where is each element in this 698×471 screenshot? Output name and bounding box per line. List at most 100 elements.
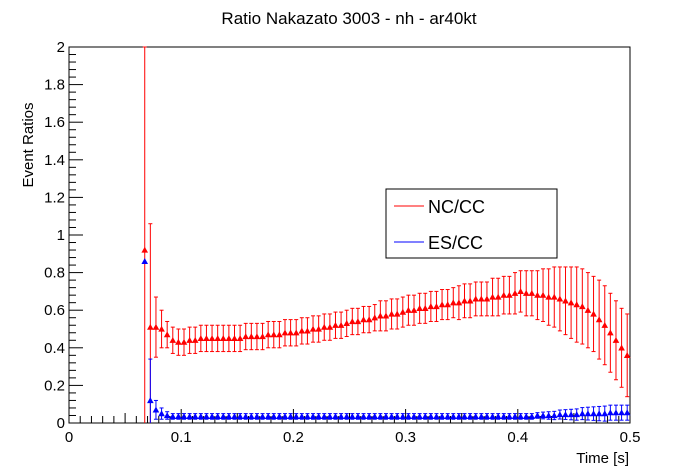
data-point [567, 299, 575, 306]
series-nc-cc [141, 46, 631, 423]
data-point [304, 327, 311, 334]
data-point [191, 336, 199, 343]
data-point [298, 413, 306, 420]
data-point [421, 305, 429, 311]
data-point [562, 411, 569, 418]
data-point [349, 318, 356, 325]
data-point [360, 316, 367, 323]
data-point [461, 297, 468, 304]
data-point [612, 336, 620, 343]
data-point [253, 333, 261, 340]
y-tick-label: 2 [57, 39, 65, 56]
data-point [382, 413, 390, 420]
data-point [399, 308, 407, 315]
data-point [433, 303, 440, 310]
y-tick-label: 0.6 [44, 302, 65, 319]
data-point [175, 338, 182, 345]
data-point [180, 413, 188, 420]
data-point [601, 321, 609, 328]
data-point [343, 413, 350, 420]
data-point [579, 303, 586, 310]
data-point [433, 413, 440, 420]
data-point [158, 410, 165, 417]
data-point [489, 293, 496, 300]
data-point [264, 331, 272, 338]
data-point [231, 335, 238, 342]
data-point [270, 413, 278, 420]
data-point [360, 413, 367, 420]
x-tick-label: 0.3 [395, 429, 416, 446]
data-point [315, 413, 322, 420]
y-tick-label: 1.4 [44, 152, 65, 169]
data-point [208, 413, 216, 420]
data-point [461, 413, 468, 420]
data-point [315, 325, 322, 332]
data-point [276, 413, 283, 420]
data-point [371, 314, 379, 321]
data-point [517, 413, 524, 420]
data-point [147, 397, 154, 404]
data-point [309, 413, 317, 420]
data-point [438, 413, 446, 420]
data-point [371, 413, 379, 420]
data-point [618, 409, 625, 416]
data-point [478, 295, 485, 302]
data-point [354, 318, 362, 325]
data-point [349, 413, 356, 420]
data-point [539, 291, 547, 298]
data-point [438, 301, 446, 308]
data-point [573, 411, 581, 418]
data-point [270, 331, 278, 338]
y-tick-label: 0.4 [44, 340, 65, 357]
y-tick-label: 1.6 [44, 114, 65, 131]
data-point [203, 413, 210, 420]
data-point [444, 301, 451, 308]
data-point [489, 413, 496, 420]
data-point [175, 413, 182, 420]
data-point [152, 406, 160, 413]
data-point [449, 413, 457, 420]
data-point [337, 413, 345, 420]
data-point [534, 412, 541, 419]
data-point [264, 413, 272, 420]
data-point [163, 331, 171, 338]
data-point [259, 413, 266, 420]
data-point [236, 335, 244, 342]
data-point [579, 410, 586, 417]
data-point [607, 409, 614, 416]
data-point [584, 306, 592, 313]
data-point [203, 335, 210, 342]
legend-es-cc-label: ES/CC [428, 233, 483, 253]
data-point [248, 413, 255, 420]
data-point [186, 336, 193, 343]
data-point [623, 352, 631, 358]
data-point [326, 323, 334, 330]
data-point [197, 335, 205, 342]
y-axis-label: Event Ratios [20, 102, 37, 187]
series-es-cc [141, 258, 631, 423]
data-point [595, 316, 603, 323]
chart-title: Ratio Nakazato 3003 - nh - ar40kt [221, 9, 476, 28]
data-point [169, 336, 177, 343]
data-point [236, 413, 244, 420]
data-point [388, 310, 395, 317]
y-tick-label: 1.2 [44, 189, 65, 206]
x-tick-label: 0 [65, 429, 73, 446]
data-point [556, 411, 564, 418]
data-point [623, 409, 631, 416]
data-point [304, 413, 311, 420]
data-point [405, 413, 412, 420]
data-point [332, 321, 339, 328]
data-point [231, 413, 238, 420]
data-point [466, 413, 474, 420]
data-point [573, 301, 581, 308]
data-point [494, 293, 502, 300]
x-tick-label: 0.2 [283, 429, 304, 446]
data-point [584, 410, 592, 417]
data-point [545, 412, 552, 419]
data-point [365, 413, 373, 420]
data-point [393, 413, 401, 420]
data-point [562, 297, 569, 304]
data-point [478, 413, 485, 420]
data-point [326, 413, 334, 420]
